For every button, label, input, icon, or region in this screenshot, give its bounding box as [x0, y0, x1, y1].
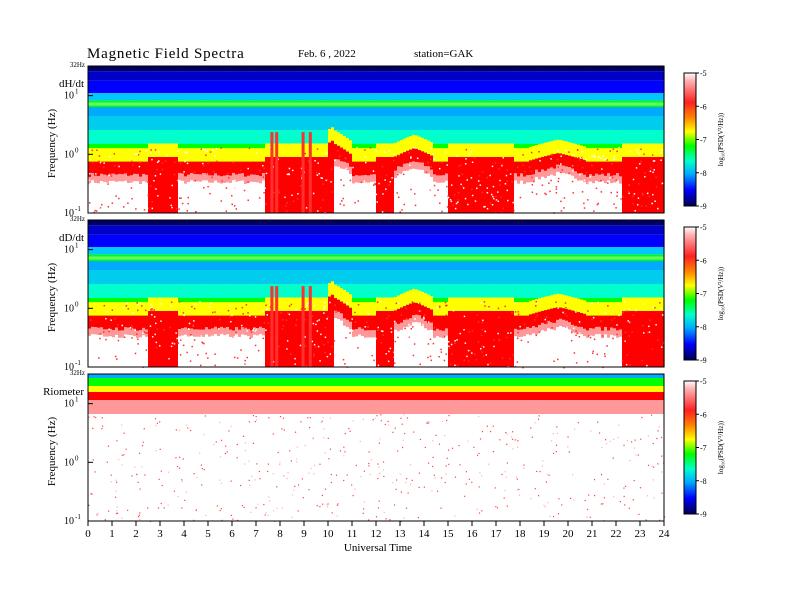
x-tick-label: 13: [395, 528, 407, 540]
colorbar-tick-label: -7: [700, 444, 707, 453]
y-tick-label: 10: [64, 208, 74, 219]
y-tick-label: 10: [64, 91, 74, 102]
x-tick-label: 0: [85, 528, 91, 540]
y-tick-label: 10: [64, 457, 74, 468]
x-tick-label: 18: [515, 528, 527, 540]
colorbar-tick-label: -5: [700, 223, 707, 232]
x-tick-label: 9: [301, 528, 307, 540]
y-axis-label: Frequency (Hz): [46, 417, 58, 487]
colorbar: [683, 226, 697, 361]
y-tick-exponent: 0: [75, 454, 79, 462]
x-tick-label: 4: [181, 528, 187, 540]
panel-frame: [87, 65, 665, 214]
x-tick-label: 12: [371, 528, 382, 540]
y-tick-label: 10: [64, 245, 74, 256]
colorbar-label: log₁₀(PSD(V²/Hz)): [717, 112, 725, 166]
spectrogram-panel: [87, 219, 665, 369]
x-tick-label: 21: [587, 528, 598, 540]
x-tick-label: 7: [253, 528, 259, 540]
top-tick-label: 32Hz: [70, 61, 85, 69]
colorbar-tick-label: -7: [700, 290, 707, 299]
y-tick-exponent: 1: [75, 396, 79, 404]
noise-line: [88, 102, 664, 106]
panel-label: Riometer: [43, 386, 84, 398]
x-tick-label: 8: [277, 528, 283, 540]
date-label: Feb. 6 , 2022: [298, 48, 356, 60]
x-tick-label: 22: [611, 528, 622, 540]
y-tick-label: 10: [64, 149, 74, 160]
colorbar-tick-label: -9: [700, 202, 707, 211]
y-tick-label: 10: [64, 362, 74, 373]
spectrogram-panel: [87, 373, 666, 523]
colorbar-tick-label: -9: [700, 356, 707, 365]
station-label: station=GAK: [414, 48, 474, 60]
colorbar: [683, 72, 697, 207]
x-tick-label: 20: [563, 528, 575, 540]
colorbar-tick-label: -5: [700, 69, 707, 78]
y-tick-exponent: 1: [75, 88, 79, 96]
page-title: Magnetic Field Spectra: [87, 46, 245, 62]
x-tick-label: 16: [467, 528, 479, 540]
y-tick-label: 10: [64, 516, 74, 527]
x-tick-label: 5: [205, 528, 211, 540]
x-tick-label: 6: [229, 528, 235, 540]
x-tick-label: 2: [133, 528, 139, 540]
panel-frame: [87, 219, 665, 368]
x-tick-label: 11: [347, 528, 358, 540]
x-tick-label: 19: [539, 528, 551, 540]
colorbar-tick-label: -6: [700, 410, 707, 419]
x-tick-label: 23: [635, 528, 647, 540]
x-tick-label: 3: [157, 528, 163, 540]
x-tick-label: 17: [491, 528, 503, 540]
y-tick-exponent: 1: [75, 242, 79, 250]
y-axis-label: Frequency (Hz): [46, 109, 58, 179]
y-tick-label: 10: [64, 303, 74, 314]
top-tick-label: 32Hz: [70, 369, 85, 377]
x-tick-label: 24: [659, 528, 671, 540]
colorbar-tick-label: -6: [700, 256, 707, 265]
x-tick-label: 14: [419, 528, 431, 540]
colorbar-label: log₁₀(PSD(V²/Hz)): [717, 266, 725, 320]
x-tick-label: 10: [323, 528, 335, 540]
colorbar-tick-label: -6: [700, 102, 707, 111]
colorbar-tick-label: -7: [700, 136, 707, 145]
colorbar-tick-label: -5: [700, 377, 707, 386]
panel-label: dD/dt: [59, 232, 84, 244]
top-tick-label: 32Hz: [70, 215, 85, 223]
spectrogram-panel: [87, 65, 665, 215]
y-tick-label: 10: [64, 399, 74, 410]
colorbar-label: log₁₀(PSD(V²/Hz)): [717, 420, 725, 474]
colorbar-tick-label: -8: [700, 323, 707, 332]
y-tick-exponent: -1: [75, 513, 81, 521]
panel-label: dH/dt: [59, 78, 84, 90]
x-tick-label: 1: [109, 528, 115, 540]
y-tick-exponent: 0: [75, 146, 79, 154]
noise-line: [88, 256, 664, 260]
x-axis-label: Universal Time: [344, 542, 412, 554]
colorbar-tick-label: -9: [700, 510, 707, 519]
colorbar: [683, 380, 697, 515]
y-axis-label: Frequency (Hz): [46, 263, 58, 333]
colorbar-tick-label: -8: [700, 169, 707, 178]
colorbar-tick-label: -8: [700, 477, 707, 486]
y-tick-exponent: -1: [75, 205, 81, 213]
x-tick-label: 15: [443, 528, 455, 540]
y-tick-exponent: -1: [75, 359, 81, 367]
y-tick-exponent: 0: [75, 300, 79, 308]
